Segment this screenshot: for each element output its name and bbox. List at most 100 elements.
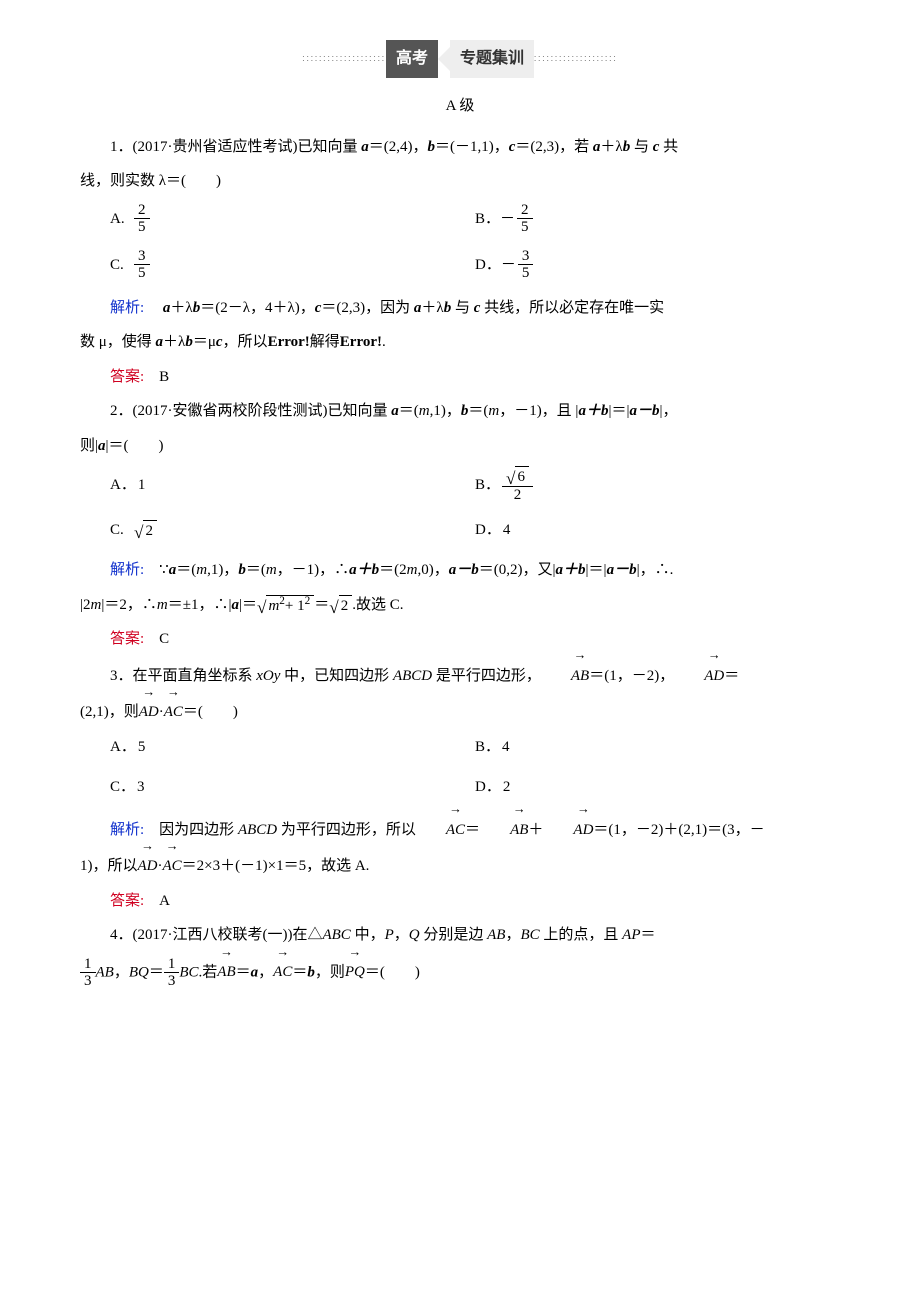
q3-aeq: ＝: [465, 822, 480, 838]
q1-miderr: 解得: [310, 334, 340, 350]
q2-aav: ＝(: [176, 562, 196, 578]
q4-c2: ，: [505, 927, 520, 943]
q2-l2m: m: [91, 597, 102, 613]
q2-asm: m: [407, 562, 418, 578]
q2-a1: ∵: [159, 562, 169, 578]
q2-a: a: [391, 403, 399, 419]
q1-al2-b: b: [185, 334, 193, 350]
q2-m: m: [419, 403, 430, 419]
vector-ac4: AC: [273, 956, 292, 987]
q2-l2eq: ＝: [314, 597, 329, 613]
q4-mid2: 分别是边: [420, 927, 488, 943]
q3-option-a: A．5: [110, 727, 475, 768]
q2-analysis: 解析: ∵a＝(m,1)，b＝(m，－1)，∴a＋b＝(2m,0)，a－b＝(0…: [80, 556, 840, 585]
q1-al2-p: ＋λ: [163, 334, 185, 350]
q4-eqa: ＝: [236, 964, 251, 980]
q2-aav2: ,1)，: [207, 562, 238, 578]
q2-l2-rad1: m2+ 12: [266, 595, 314, 615]
q1-ana-tail: 共线，所以必定存在唯一实: [480, 300, 664, 316]
q3-aabcd: ABCD: [238, 822, 277, 838]
q2-optD-tag: D．: [475, 516, 501, 545]
q2-l2a: |2: [80, 597, 91, 613]
q2-option-a: A．1: [110, 460, 475, 510]
q2-optB-tag: B．: [475, 471, 500, 500]
q1-stem: 1．(2017·贵州省适应性考试)已知向量 a＝(2,4)，b＝(－1,1)，c…: [80, 133, 840, 162]
vector-ad: AD: [674, 660, 724, 691]
q1-optA-frac: 25: [134, 202, 150, 236]
q1-optD-frac: 35: [518, 248, 534, 282]
q2-abv2: ，－1)，∴: [277, 562, 350, 578]
q2-tail: |，: [659, 403, 677, 419]
q1-optA-tag: A.: [110, 205, 132, 234]
q1-option-a: A. 25: [110, 196, 475, 242]
analysis-label: 解析:: [110, 822, 159, 838]
q2-optB-den: 2: [502, 487, 533, 504]
q2-l2-rad2: 2: [339, 595, 353, 615]
vector-ad2: AD: [139, 696, 159, 727]
q4-c1: ，: [394, 927, 409, 943]
q1-optA-den: 5: [134, 219, 150, 236]
q3-a2: 为平行四边形，所以: [277, 822, 416, 838]
level-label: A 级: [80, 92, 840, 121]
q2-adiff: a－b: [449, 562, 479, 578]
q3-answer: 答案: A: [80, 887, 840, 916]
q4-eq2: ＝: [149, 964, 164, 980]
q1-optA-num: 2: [134, 202, 150, 220]
q3-xoy: xOy: [256, 668, 280, 684]
q1-optB-frac: 25: [517, 202, 533, 236]
q4-p: P: [385, 927, 394, 943]
q4-abc: ABC: [322, 927, 350, 943]
q2-av2: ,1)，: [430, 403, 461, 419]
vector-ab: AB: [541, 660, 589, 691]
q3-analysis-line2: 1)，所以AD·AC＝2×3＋(－1)×1＝5，故选 A.: [80, 850, 840, 881]
q2-asv: ＝(2: [379, 562, 407, 578]
q1-stem-line2: 线，则实数 λ＝( ): [80, 167, 840, 196]
vector-ac: AC: [164, 696, 183, 727]
vector-ad4: AD: [138, 850, 158, 881]
q3-stem-line2: (2,1)，则AD·AC＝( ): [80, 696, 840, 727]
q2-l2-a: a: [98, 438, 106, 454]
q4-bc: BC: [520, 927, 539, 943]
q2-optB-rad: 6: [515, 466, 529, 486]
q2-optB-frac: √6 2: [502, 466, 533, 504]
q3-option-d: D．2: [475, 767, 840, 808]
q3-option-c: C．3: [110, 767, 475, 808]
q2-l2-tail: |＝( ): [106, 438, 164, 454]
q2-l2-sqrt2: √2: [329, 595, 352, 615]
q1-analysis: 解析: a＋λb＝(2－λ，4＋λ)，c＝(2,3)，因为 a＋λb 与 c 共…: [80, 294, 840, 323]
q2-answer-value: C: [159, 631, 169, 647]
q4-f2-num: 1: [164, 956, 180, 974]
q1-text: 1．(2017·贵州省适应性考试)已知向量: [110, 139, 361, 155]
q2-optB-num: √6: [502, 466, 533, 487]
q1-a: a: [361, 139, 369, 155]
q1-optD-tag: D．－: [475, 251, 516, 280]
vector-ab3: AB: [217, 956, 235, 987]
q2-adiff2: a－b: [607, 562, 637, 578]
q1-al2-pre: 数 μ，使得: [80, 334, 156, 350]
q3-pre: 3．在平面直角坐标系: [110, 668, 256, 684]
vector-ac3: AC: [163, 850, 182, 881]
q1-optC-tag: C.: [110, 251, 132, 280]
q2-optA-tag: A．: [110, 471, 136, 500]
q2-stem: 2．(2017·安徽省两校阶段性测试)已知向量 a＝(m,1)，b＝(m，－1)…: [80, 397, 840, 426]
q1-optD-den: 5: [518, 265, 534, 282]
q2-option-d: D．4: [475, 510, 840, 551]
q2-eq: |＝|: [608, 403, 629, 419]
q3-abv: ＝(1，－2)，: [589, 668, 674, 684]
q2-l2d: |＝: [239, 597, 257, 613]
question-1: 1．(2017·贵州省适应性考试)已知向量 a＝(2,4)，b＝(－1,1)，c…: [80, 133, 840, 392]
question-3: 3．在平面直角坐标系 xOy 中，已知四边形 ABCD 是平行四边形，AB＝(1…: [80, 660, 840, 916]
q1-ana-p2: ＋λ: [421, 300, 443, 316]
q1-optC-frac: 35: [134, 248, 150, 282]
q3-av: ＝(1，－2)＋(2,1)＝(3，－: [593, 822, 764, 838]
q4-c5: ，则: [315, 964, 345, 980]
q4-ap: AP: [622, 927, 640, 943]
q1-ana-txt: ＝(2－λ，4＋λ)，: [200, 300, 315, 316]
q1-err1: Error!: [268, 334, 310, 350]
answer-label: 答案:: [110, 369, 159, 385]
q1-ana-t1: ＋λ: [170, 300, 192, 316]
q2-optC-rad: 2: [143, 520, 157, 540]
q4-mid3: 上的点，且: [540, 927, 623, 943]
q2-rad-tail: + 1: [285, 598, 305, 614]
analysis-label: 解析:: [110, 562, 159, 578]
